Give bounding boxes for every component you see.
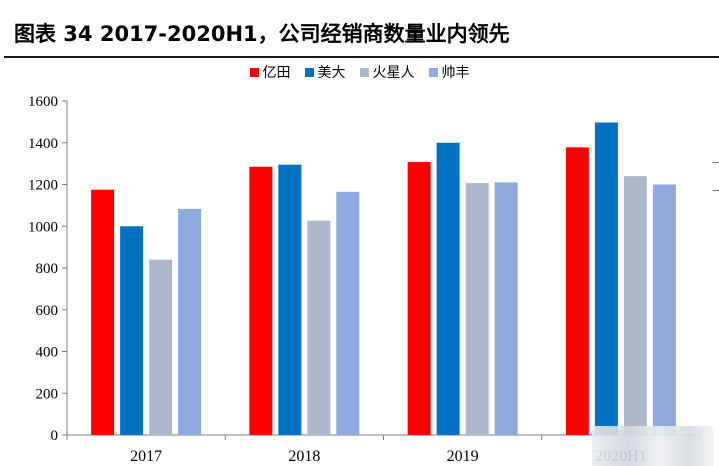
x-category-label: 2017 bbox=[130, 448, 162, 465]
y-tick-label: 400 bbox=[36, 345, 59, 361]
bar-yidian bbox=[565, 147, 589, 435]
legend-label-midea: 美大 bbox=[317, 65, 346, 81]
legend-label-yidian: 亿田 bbox=[262, 65, 291, 81]
bar-huoxingren bbox=[307, 220, 331, 435]
bar-shuaifeng bbox=[178, 208, 202, 435]
legend-item-shuaifeng: 帅丰 bbox=[428, 62, 470, 82]
bar-midea bbox=[594, 122, 618, 435]
y-tick-label: 800 bbox=[36, 261, 59, 277]
y-tick-label: 1000 bbox=[28, 219, 58, 235]
x-category-label: 2018 bbox=[288, 448, 320, 465]
chart-title: 图表 34 2017-2020H1，公司经销商数量业内领先 bbox=[14, 22, 510, 46]
chart-legend: 亿田 美大 火星人 帅丰 bbox=[0, 62, 719, 82]
title-divider bbox=[4, 56, 719, 58]
bar-shuaifeng bbox=[494, 182, 518, 435]
edge-mark bbox=[713, 162, 719, 163]
bar-midea bbox=[120, 226, 144, 435]
bar-huoxingren bbox=[623, 176, 647, 435]
x-category-label: 2019 bbox=[447, 448, 479, 465]
y-tick-label: 1600 bbox=[28, 94, 58, 110]
legend-label-huoxingren: 火星人 bbox=[372, 65, 415, 81]
legend-swatch-shuaifeng bbox=[428, 67, 438, 77]
bar-huoxingren bbox=[465, 183, 489, 435]
bar-huoxingren bbox=[149, 259, 173, 435]
bar-shuaifeng bbox=[652, 184, 676, 435]
bar-yidian bbox=[407, 161, 431, 435]
y-tick-label: 1400 bbox=[28, 136, 58, 152]
legend-swatch-midea bbox=[304, 67, 314, 77]
legend-swatch-yidian bbox=[249, 67, 259, 77]
y-tick-label: 0 bbox=[51, 428, 59, 444]
bar-midea bbox=[436, 142, 460, 435]
legend-swatch-huoxingren bbox=[359, 67, 369, 77]
bar-midea bbox=[278, 164, 302, 435]
y-tick-label: 600 bbox=[36, 303, 59, 319]
edge-mark bbox=[713, 190, 719, 191]
bar-shuaifeng bbox=[336, 191, 360, 435]
bar-yidian bbox=[249, 166, 273, 435]
y-tick-label: 1200 bbox=[28, 178, 58, 194]
legend-item-yidian: 亿田 bbox=[249, 62, 291, 82]
legend-item-huoxingren: 火星人 bbox=[359, 62, 415, 82]
legend-item-midea: 美大 bbox=[304, 62, 346, 82]
bar-yidian bbox=[91, 189, 115, 435]
legend-label-shuaifeng: 帅丰 bbox=[441, 65, 470, 81]
y-tick-label: 200 bbox=[36, 386, 59, 402]
watermark-blur bbox=[592, 426, 714, 466]
